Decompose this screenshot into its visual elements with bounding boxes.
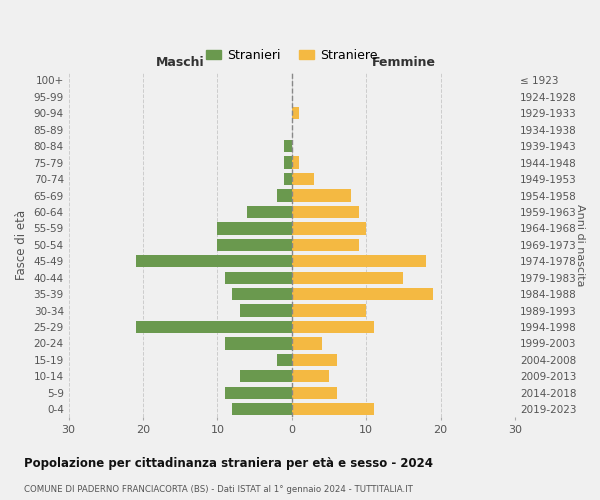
Y-axis label: Anni di nascita: Anni di nascita — [575, 204, 585, 286]
Bar — [217, 238, 292, 251]
Bar — [292, 304, 366, 316]
Bar — [292, 354, 337, 366]
Bar — [277, 354, 292, 366]
Text: COMUNE DI PADERNO FRANCIACORTA (BS) - Dati ISTAT al 1° gennaio 2024 - TUTTITALIA: COMUNE DI PADERNO FRANCIACORTA (BS) - Da… — [24, 485, 413, 494]
Bar — [292, 156, 299, 169]
Bar — [217, 222, 292, 234]
Bar — [284, 156, 292, 169]
Bar — [284, 173, 292, 185]
Legend: Stranieri, Straniere: Stranieri, Straniere — [201, 44, 383, 67]
Bar — [292, 321, 374, 333]
Bar — [292, 288, 433, 300]
Bar — [240, 370, 292, 382]
Bar — [292, 107, 299, 120]
Bar — [284, 140, 292, 152]
Bar — [292, 173, 314, 185]
Bar — [292, 370, 329, 382]
Bar — [292, 403, 374, 415]
Bar — [277, 190, 292, 202]
Bar — [292, 238, 359, 251]
Text: Maschi: Maschi — [156, 56, 205, 69]
Text: Femmine: Femmine — [371, 56, 436, 69]
Bar — [225, 386, 292, 399]
Bar — [225, 337, 292, 349]
Bar — [136, 321, 292, 333]
Bar — [225, 272, 292, 284]
Bar — [292, 222, 366, 234]
Bar — [292, 272, 403, 284]
Bar — [292, 386, 337, 399]
Bar — [240, 304, 292, 316]
Bar — [136, 255, 292, 268]
Bar — [292, 190, 352, 202]
Bar — [232, 288, 292, 300]
Bar — [247, 206, 292, 218]
Y-axis label: Fasce di età: Fasce di età — [15, 210, 28, 280]
Text: Popolazione per cittadinanza straniera per età e sesso - 2024: Popolazione per cittadinanza straniera p… — [24, 458, 433, 470]
Bar — [292, 206, 359, 218]
Bar — [292, 337, 322, 349]
Bar — [232, 403, 292, 415]
Bar — [292, 255, 426, 268]
